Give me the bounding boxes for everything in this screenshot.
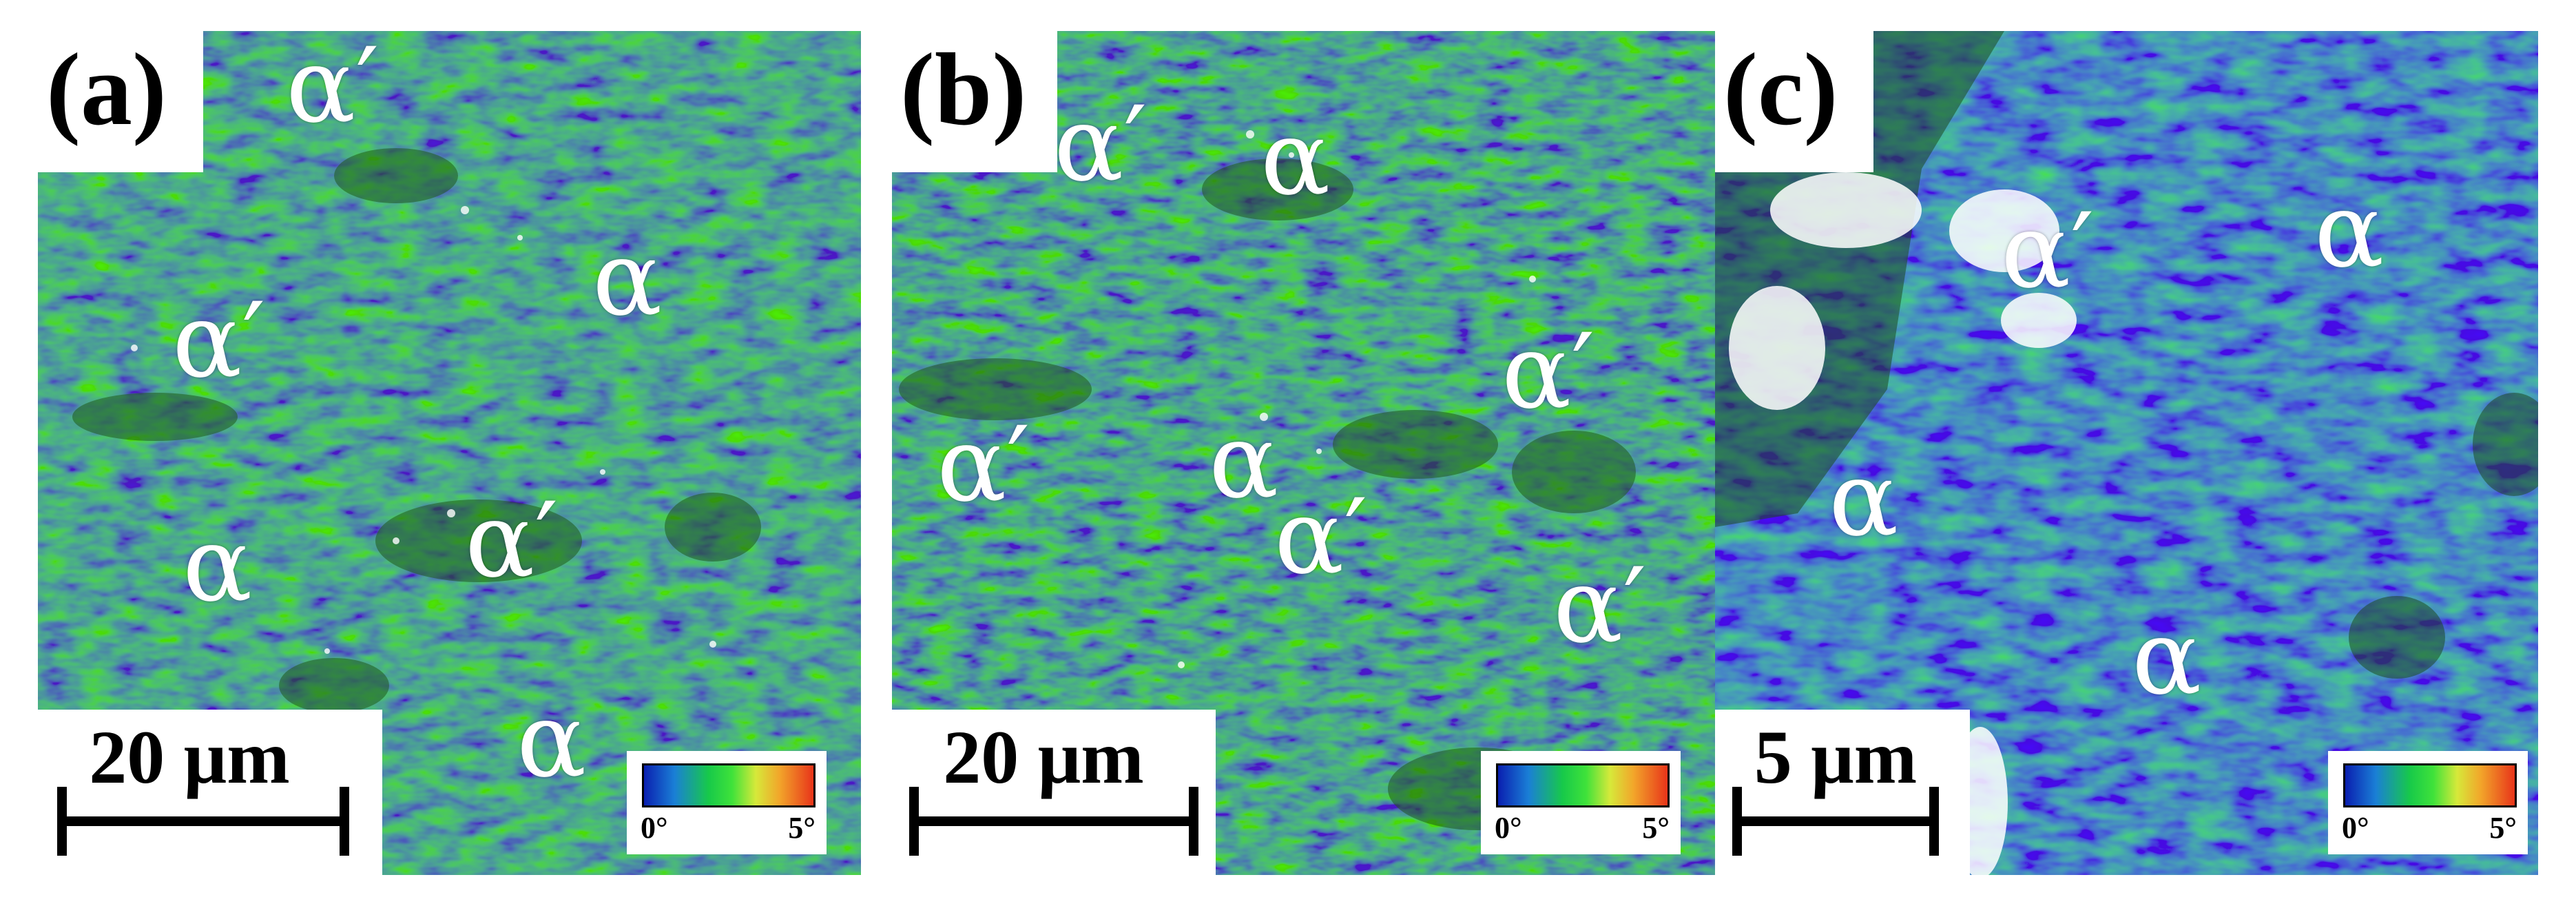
legend-min-label: 0°	[641, 811, 668, 845]
scale-bar-box: 20 μm	[892, 710, 1216, 875]
panel-c: (c) α′ α α α 5 μm 0° 5°	[1715, 31, 2538, 875]
panel-label: (a)	[46, 32, 167, 147]
scale-bar-label: 20 μm	[943, 715, 1144, 799]
panel-label: (b)	[900, 32, 1027, 147]
legend-max-label: 5°	[788, 811, 816, 845]
scale-bar	[1732, 816, 1939, 826]
legend-max-label: 5°	[1642, 811, 1670, 845]
phase-label: α′	[1054, 85, 1147, 205]
panel-a: (a) α′ α α′ α′ α α 20 μm 0° 5°	[38, 31, 861, 875]
phase-label: α′	[1553, 546, 1647, 666]
phase-label: α	[2132, 598, 2202, 718]
phase-label: α′	[172, 281, 266, 401]
phase-label: α	[1209, 402, 1279, 522]
color-scale-bar	[2343, 763, 2517, 807]
legend-min-label: 0°	[1495, 811, 1522, 845]
panel-b: (b) α′ α α′ α′ α α′ α′ 20 μm 0° 5°	[892, 31, 1715, 875]
scale-bar-cap-right	[1929, 787, 1939, 856]
legend-max-label: 5°	[2489, 811, 2517, 845]
panel-label: (c)	[1723, 32, 1838, 147]
color-legend: 0° 5°	[627, 751, 827, 854]
color-scale-bar	[1496, 763, 1670, 807]
phase-label: α′	[286, 31, 380, 146]
phase-label: α	[1829, 440, 1899, 559]
phase-label: α′	[1502, 312, 1595, 432]
phase-label: α′	[937, 405, 1030, 525]
phase-label: α	[1260, 99, 1331, 218]
scale-bar-label: 5 μm	[1754, 715, 1918, 799]
phase-label: α′	[1274, 477, 1368, 597]
legend-min-label: 0°	[2342, 811, 2369, 845]
phase-label: α′	[465, 481, 559, 601]
panel-label-box: (c)	[1715, 31, 1873, 172]
panel-label-box: (b)	[892, 31, 1057, 172]
scale-bar-cap-right	[1189, 787, 1198, 856]
scale-bar-box: 5 μm	[1715, 710, 1970, 875]
scale-bar-box: 20 μm	[38, 710, 382, 875]
color-scale-bar	[642, 763, 816, 807]
color-legend: 0° 5°	[2328, 751, 2528, 854]
phase-label: α	[183, 505, 253, 625]
phase-label: α′	[2001, 192, 2095, 311]
phase-label: α	[517, 681, 587, 801]
color-legend: 0° 5°	[1481, 751, 1681, 854]
scale-bar	[909, 816, 1198, 826]
phase-label: α	[592, 219, 663, 339]
phase-label: α	[2314, 171, 2385, 291]
panel-label-box: (a)	[38, 31, 203, 172]
scale-bar	[57, 816, 349, 826]
scale-bar-label: 20 μm	[89, 715, 290, 799]
scale-bar-cap-right	[340, 787, 349, 856]
